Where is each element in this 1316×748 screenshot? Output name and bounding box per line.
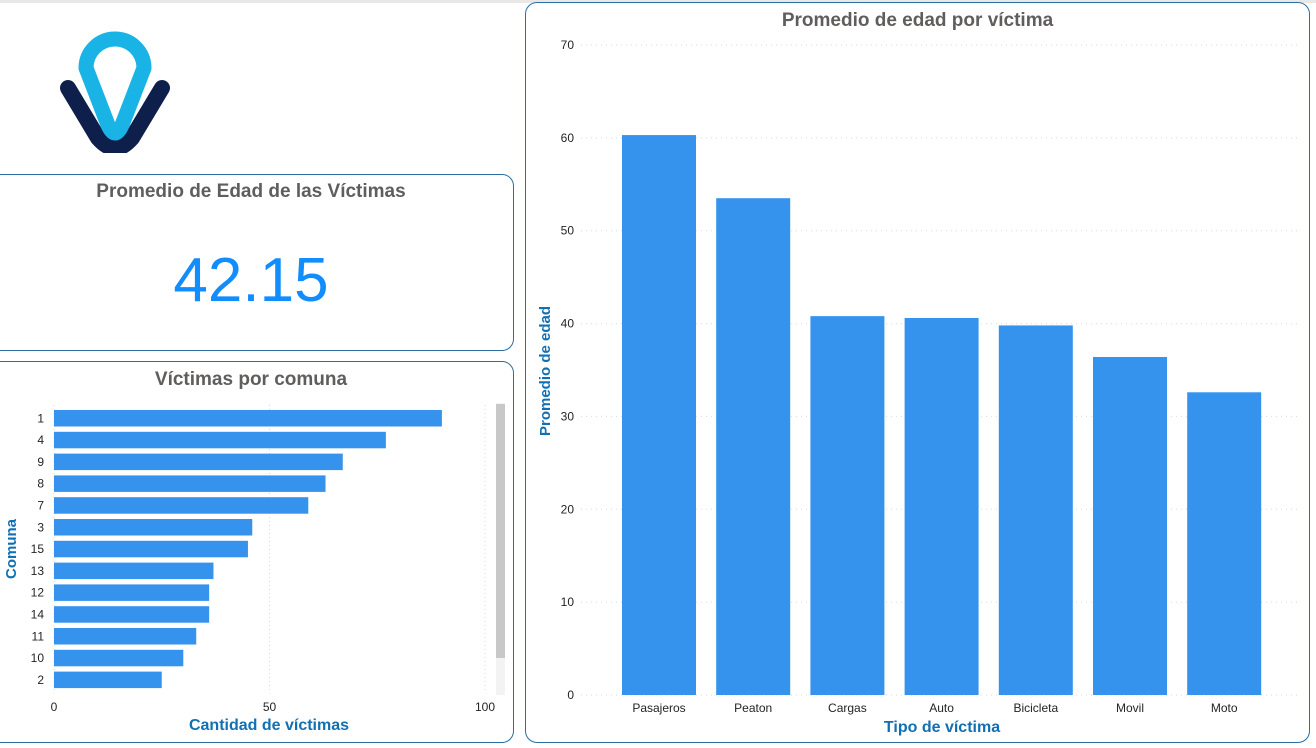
vbar-bar[interactable] <box>810 316 885 695</box>
hbar-bar[interactable] <box>54 497 309 514</box>
logo-light-stroke <box>78 31 152 141</box>
vbar-category-label: Pasajeros <box>632 701 685 715</box>
hbar-category-label: 2 <box>37 673 44 687</box>
logo-area <box>0 5 515 170</box>
vbar-ytick-label: 0 <box>567 688 574 702</box>
vbar-bar[interactable] <box>1093 357 1167 695</box>
hbar-category-label: 8 <box>37 477 44 491</box>
vbar-ytick-label: 20 <box>561 502 575 516</box>
hbar-bar[interactable] <box>54 410 442 427</box>
hbar-ylabel: Comuna <box>3 518 20 579</box>
logo-dark-stroke <box>60 80 170 153</box>
hbar-category-label: 15 <box>31 542 45 556</box>
vbar-chart-title: Promedio de edad por víctima <box>781 10 1054 31</box>
vbar-bar[interactable] <box>1187 392 1262 695</box>
hbar-bar[interactable] <box>54 431 386 449</box>
kpi-value: 42.15 <box>173 246 329 315</box>
hbar-bar[interactable] <box>54 540 248 558</box>
vbar-category-label: Moto <box>1211 701 1238 715</box>
hbar-bar[interactable] <box>54 562 214 580</box>
vbar-ytick-label: 30 <box>561 409 575 423</box>
kpi-title: Promedio de Edad de las Víctimas <box>96 181 406 202</box>
vbar-category-label: Movil <box>1116 701 1144 715</box>
vbar-ylabel: Promedio de edad <box>537 306 554 436</box>
vbar-category-label: Auto <box>929 701 954 715</box>
hbar-category-label: 13 <box>31 564 45 578</box>
vbar-bar[interactable] <box>622 135 696 696</box>
hbar-xtick-label: 0 <box>51 700 58 714</box>
top-divider <box>0 0 1316 3</box>
hbar-bar[interactable] <box>54 628 197 645</box>
hbar-category-label: 3 <box>37 520 44 534</box>
hbar-category-label: 12 <box>31 586 45 600</box>
vbar-ytick-label: 10 <box>561 595 575 609</box>
hbar-bar[interactable] <box>54 649 184 667</box>
vbar-xlabel: Tipo de víctima <box>884 719 1000 736</box>
scrollbar-thumb[interactable] <box>496 404 505 658</box>
brand-logo-icon <box>60 31 170 153</box>
kpi-card: Promedio de Edad de las Víctimas 42.15 <box>0 174 514 351</box>
hbar-category-label: 9 <box>37 455 44 469</box>
victims-by-commune-card: Víctimas por comuna 1 4 9 8 7 3 15 13 12 14 11 10 2 … <box>0 361 514 743</box>
hbar-bar[interactable] <box>54 584 210 601</box>
hbar-xlabel: Cantidad de víctimas <box>189 717 349 734</box>
hbar-bar[interactable] <box>54 453 343 471</box>
vbar-category-label: Peaton <box>734 701 772 715</box>
hbar-category-label: 4 <box>37 433 44 447</box>
vbar-chart: Pasajeros Peaton Cargas Auto Bicicleta Movil M… <box>537 38 1301 736</box>
vbar-bar[interactable] <box>998 325 1073 695</box>
vbar-bar[interactable] <box>716 198 791 695</box>
vbar-category-label: Bicicleta <box>1013 701 1058 715</box>
age-by-victim-type-card: Promedio de edad por víctima Pasajeros Pe… <box>525 2 1310 743</box>
hbar-xtick-label: 100 <box>475 700 495 714</box>
hbar-category-label: 11 <box>32 629 45 643</box>
hbar-bar[interactable] <box>54 606 210 623</box>
hbar-xtick-label: 50 <box>263 700 277 714</box>
vbar-ytick-label: 70 <box>561 38 575 52</box>
vbar-ytick-label: 40 <box>561 317 575 331</box>
hbar-chart-title: Víctimas por comuna <box>154 369 348 390</box>
hbar-category-label: 1 <box>37 411 44 425</box>
hbar-category-label: 7 <box>37 498 44 512</box>
vbar-bar[interactable] <box>904 318 979 695</box>
hbar-bar[interactable] <box>54 671 162 689</box>
vbar-ytick-label: 50 <box>561 224 575 238</box>
hbar-category-label: 14 <box>31 607 45 621</box>
hbar-bar[interactable] <box>54 475 326 492</box>
vbar-ytick-label: 60 <box>561 131 575 145</box>
vbar-category-label: Cargas <box>828 701 867 715</box>
hbar-bar[interactable] <box>54 519 253 536</box>
hbar-category-label: 10 <box>31 651 45 665</box>
